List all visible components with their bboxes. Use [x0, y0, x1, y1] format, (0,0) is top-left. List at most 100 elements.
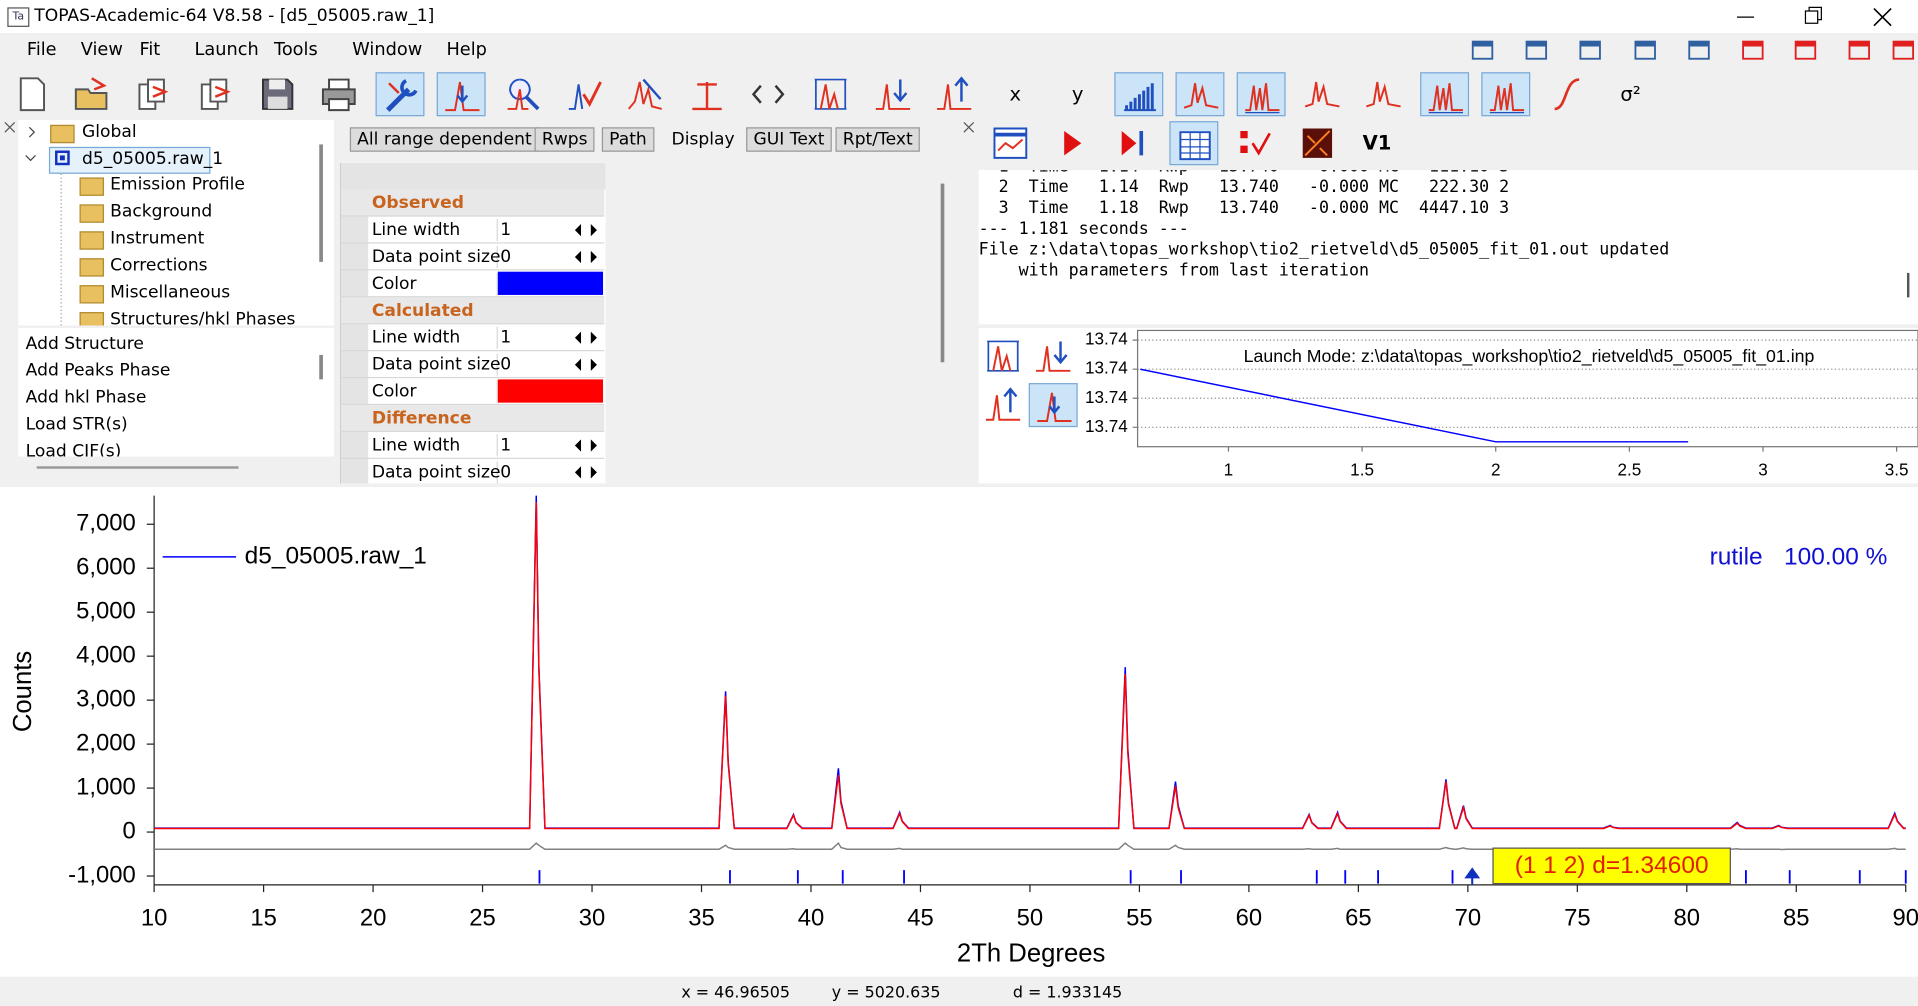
toolbar-button[interactable]	[67, 72, 116, 116]
tree-node[interactable]: Instrument	[110, 228, 205, 249]
mdi-icon[interactable]	[1741, 38, 1765, 62]
spinner[interactable]	[574, 357, 598, 372]
toolbar-button[interactable]	[1169, 121, 1219, 166]
toolbar-button[interactable]	[621, 72, 670, 116]
toolbar-button[interactable]	[1293, 121, 1342, 165]
mdi-icon[interactable]	[1470, 38, 1494, 62]
command-item[interactable]: Add Structure	[25, 334, 144, 354]
side-button[interactable]	[979, 383, 1028, 427]
command-item[interactable]: Add Peaks Phase	[25, 361, 171, 381]
menu-item[interactable]: View	[80, 40, 123, 60]
toolbar-button[interactable]	[744, 72, 793, 116]
color-swatch[interactable]	[497, 379, 604, 403]
tree-node[interactable]: Background	[110, 201, 213, 222]
property-value[interactable]: 1	[500, 327, 512, 348]
spinner-arrows[interactable]	[574, 466, 597, 479]
expander[interactable]	[28, 126, 36, 138]
toolbar-button[interactable]	[806, 72, 855, 116]
property-value[interactable]: 0	[500, 354, 512, 375]
spinner-arrows[interactable]	[574, 439, 597, 452]
spinner[interactable]	[574, 223, 598, 238]
toolbar-button[interactable]	[375, 72, 425, 117]
tab[interactable]: All range dependent	[349, 127, 540, 152]
tab[interactable]: Display	[671, 129, 735, 150]
toolbar-text-button[interactable]: x	[1009, 81, 1022, 106]
scrollbar[interactable]	[1906, 272, 1910, 298]
tree-node[interactable]: Corrections	[110, 255, 208, 276]
toolbar-button[interactable]	[683, 72, 732, 116]
toolbar-button[interactable]	[1359, 72, 1408, 116]
toolbar-button[interactable]	[253, 72, 302, 116]
toolbar-button[interactable]	[191, 72, 240, 116]
window-controls[interactable]	[1725, 5, 1908, 29]
toolbar-button[interactable]	[314, 72, 363, 116]
menu-item[interactable]: Tools	[273, 40, 318, 60]
command-item[interactable]: Add hkl Phase	[25, 387, 147, 408]
close[interactable]	[1873, 8, 1892, 27]
tree-file[interactable]: d5_05005.raw_1	[81, 149, 224, 169]
side-button[interactable]	[1029, 334, 1078, 378]
tree-root[interactable]: Global	[81, 122, 137, 142]
close-pane[interactable]	[961, 120, 976, 135]
toolbar-button[interactable]	[930, 72, 979, 116]
toolbar-button[interactable]	[128, 72, 177, 116]
property-value[interactable]: 1	[500, 220, 512, 240]
toolbar-button[interactable]	[1047, 121, 1096, 165]
mdi-icon[interactable]	[1633, 38, 1657, 62]
toolbar-button[interactable]	[1298, 72, 1347, 116]
spinner[interactable]	[574, 330, 598, 345]
toolbar-text-button[interactable]: σ²	[1620, 81, 1641, 106]
toolbar-button[interactable]	[868, 72, 917, 116]
spinner[interactable]	[574, 465, 598, 480]
tree-node[interactable]: Emission Profile	[110, 175, 245, 195]
spinner-arrows[interactable]	[574, 223, 597, 237]
toolbar-button[interactable]	[499, 72, 548, 116]
tab[interactable]: Rwps	[534, 127, 595, 152]
property-value[interactable]: 0	[500, 462, 512, 483]
mdi-icon[interactable]	[1524, 38, 1548, 62]
toolbar-button[interactable]	[1114, 72, 1164, 117]
spinner-arrows[interactable]	[574, 331, 597, 344]
tab[interactable]: Rpt/Text	[835, 127, 921, 152]
toolbar-button[interactable]	[1231, 121, 1280, 165]
restore[interactable]	[1804, 10, 1819, 24]
property-value[interactable]: 1	[500, 435, 512, 456]
toolbar-button[interactable]	[986, 121, 1035, 165]
spinner[interactable]	[574, 438, 598, 453]
side-button[interactable]	[979, 334, 1028, 378]
side-button[interactable]	[1028, 383, 1078, 428]
mdi-icon[interactable]	[1578, 38, 1602, 62]
toolbar-button[interactable]	[1481, 72, 1531, 117]
tree-node[interactable]: Miscellaneous	[110, 282, 231, 303]
menu-item[interactable]: Window	[352, 40, 423, 60]
mdi-icon[interactable]	[1891, 38, 1915, 62]
tree-node[interactable]: Structures/hkl Phases	[110, 309, 296, 326]
menu-item[interactable]: File	[26, 40, 57, 60]
h-scrollbar[interactable]	[36, 466, 239, 469]
scrollbar[interactable]	[940, 183, 945, 363]
mdi-icon[interactable]	[1847, 38, 1871, 62]
toolbar-button[interactable]	[7, 72, 56, 116]
scrollbar[interactable]	[319, 354, 323, 380]
scrollbar[interactable]	[319, 144, 323, 262]
property-value[interactable]: 0	[500, 247, 512, 267]
tree-selection[interactable]	[48, 146, 211, 174]
spinner-arrows[interactable]	[574, 250, 597, 264]
tab[interactable]: Path	[601, 127, 655, 152]
menu-item[interactable]: Help	[446, 40, 487, 60]
toolbar-text-button[interactable]: y	[1071, 81, 1084, 106]
command-item[interactable]: Load CIF(s)	[25, 441, 122, 457]
toolbar-text-button[interactable]: V1	[1362, 130, 1392, 155]
toolbar-button[interactable]	[1420, 72, 1470, 117]
tab[interactable]: GUI Text	[746, 127, 832, 152]
mdi-icon[interactable]	[1687, 38, 1711, 62]
toolbar-button[interactable]	[1236, 72, 1286, 117]
color-swatch[interactable]	[497, 271, 604, 295]
menu-item[interactable]: Fit	[139, 40, 161, 60]
spinner[interactable]	[574, 250, 598, 265]
toolbar-button[interactable]	[1542, 72, 1591, 116]
expander[interactable]	[25, 154, 36, 162]
spinner-arrows[interactable]	[574, 358, 597, 371]
toolbar-button[interactable]	[560, 72, 609, 116]
toolbar-button[interactable]	[1108, 121, 1157, 165]
